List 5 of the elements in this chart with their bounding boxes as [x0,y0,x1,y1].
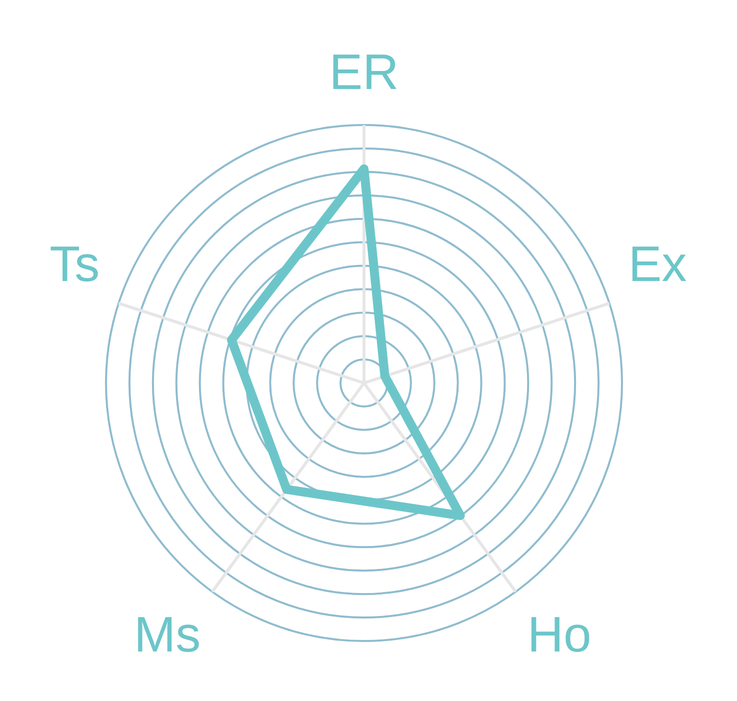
spoke-label: Ho [527,606,592,663]
spoke-label: ER [329,44,399,100]
spoke-label: Ms [134,606,201,663]
spoke-label: Ex [628,236,687,292]
spoke-label: Ts [50,236,100,292]
